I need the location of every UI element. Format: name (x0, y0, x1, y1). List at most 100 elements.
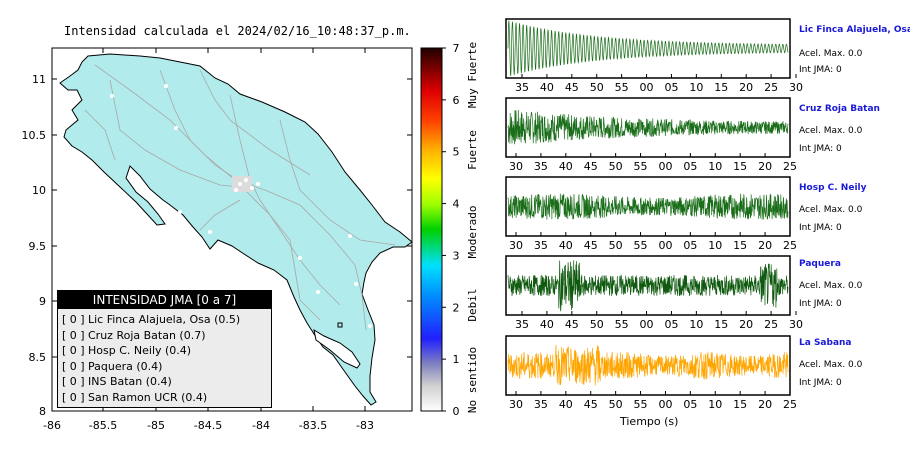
station-jma-3: Int JMA: 0 (799, 223, 842, 233)
colorbar-category-label: Fuerte (466, 130, 479, 170)
waveform-panel[interactable]: 35 40 45 50 55 00 05 10 15 20 25 30 (505, 18, 803, 94)
time-tick-label: 55 (634, 160, 648, 173)
time-tick-label: 50 (609, 398, 623, 411)
station-name-1: Lic Finca Alajuela, Osa (799, 25, 910, 35)
lon-tick-label: -84.5 (194, 419, 222, 432)
station-name-3: Hosp C. Neily (799, 183, 867, 193)
time-tick-label: 00 (658, 160, 672, 173)
time-tick-label: 45 (584, 398, 598, 411)
colorbar-ticks: 7 6 5 4 3 2 1 0 (442, 42, 460, 418)
time-tick-label: 45 (584, 160, 598, 173)
colorbar-tick-label: 2 (453, 301, 460, 314)
station-name-2: Cruz Roja Batan (799, 104, 880, 114)
time-tick-label: 55 (634, 398, 648, 411)
time-tick-label: 25 (783, 160, 797, 173)
waveform-panel[interactable]: 35 40 45 50 55 00 05 10 15 20 25 30 (505, 255, 803, 331)
time-tick-label: 30 (789, 318, 803, 331)
waveform-panel[interactable]: 30 35 40 45 50 55 00 05 10 15 20 25 (505, 335, 797, 411)
waveform-panel[interactable]: 30 35 40 45 50 55 00 05 10 15 20 25 (505, 97, 797, 173)
time-tick-label: 10 (689, 81, 703, 94)
time-tick-label: 15 (733, 160, 747, 173)
lat-tick-label: 9 (39, 295, 46, 308)
colorbar-tick-label: 3 (453, 249, 460, 262)
time-tick-label: 30 (509, 160, 523, 173)
colorbar-category-label: Muy Fuerte (466, 42, 479, 108)
time-tick-label: 40 (540, 81, 554, 94)
station-jma-4: Int JMA: 0 (799, 299, 842, 309)
time-tick-label: 00 (640, 81, 654, 94)
time-tick-label: 30 (789, 81, 803, 94)
time-tick-label: 05 (664, 81, 678, 94)
lon-tick-label: -84 (252, 419, 270, 432)
time-tick-label: 10 (708, 398, 722, 411)
city-markers (110, 84, 372, 328)
time-tick-label: 00 (640, 318, 654, 331)
waveform-trace (507, 109, 789, 145)
colorbar-labels: Muy Fuerte Fuerte Moderado Debil No sentido (466, 42, 479, 413)
time-tick-label: 25 (783, 398, 797, 411)
legend-item[interactable]: [ 0 ] Hosp C. Neily (0.4) (62, 344, 192, 357)
station-jma-1: Int JMA: 0 (799, 65, 842, 75)
legend-item[interactable]: [ 0 ] Paquera (0.4) (62, 359, 163, 373)
time-tick-label: 00 (658, 239, 672, 252)
colorbar-tick-label: 6 (453, 94, 460, 107)
time-tick-label: 20 (739, 318, 753, 331)
time-tick-label: 15 (714, 81, 728, 94)
lon-tick-label: -83.5 (299, 419, 327, 432)
time-tick-label: 50 (609, 239, 623, 252)
time-tick-label: 00 (658, 398, 672, 411)
time-tick-label: 50 (609, 160, 623, 173)
time-tick-label: 40 (559, 239, 573, 252)
time-tick-label: 05 (664, 318, 678, 331)
time-tick-label: 25 (764, 81, 778, 94)
legend-title: INTENSIDAD JMA [0 a 7] (58, 291, 271, 309)
time-tick-label: 30 (509, 239, 523, 252)
time-tick-label: 10 (708, 239, 722, 252)
colorbar-category-label: Debil (466, 288, 479, 321)
time-tick-label: 25 (764, 318, 778, 331)
lon-tick-label: -85.5 (89, 419, 117, 432)
waveform-trace (507, 193, 789, 220)
time-tick-label: 45 (565, 81, 579, 94)
lat-tick-label: 11 (32, 73, 46, 86)
colorbar-tick-label: 0 (453, 405, 460, 418)
time-tick-label: 55 (615, 318, 629, 331)
time-tick-label: 20 (758, 239, 772, 252)
time-tick-label: 10 (708, 160, 722, 173)
lon-tick-label: -85 (147, 419, 165, 432)
time-tick-label: 05 (683, 239, 697, 252)
colorbar-gradient (420, 47, 443, 412)
lat-tick-label: 9.5 (29, 240, 47, 253)
legend-item[interactable]: [ 0 ] Cruz Roja Batan (0.7) (62, 328, 206, 342)
legend-item[interactable]: [ 0 ] INS Batan (0.4) (62, 375, 172, 388)
costa-rica-landmass (59, 53, 413, 406)
time-tick-label: 20 (758, 160, 772, 173)
time-tick-label: 35 (515, 318, 529, 331)
station-accel-1: Acel. Max. 0.0 (799, 49, 863, 59)
waveform-trace (507, 20, 789, 77)
time-tick-label: 35 (534, 398, 548, 411)
station-accel-2: Acel. Max. 0.0 (799, 126, 863, 136)
time-tick-label: 05 (683, 160, 697, 173)
intensity-legend: INTENSIDAD JMA [0 a 7] [ 0 ] Lic Finca Al… (57, 290, 272, 408)
station-accel-5: Acel. Max. 0.0 (799, 360, 863, 370)
road-network (84, 64, 396, 331)
time-tick-label: 25 (783, 239, 797, 252)
time-tick-label: 40 (559, 398, 573, 411)
time-tick-label: 55 (615, 81, 629, 94)
legend-list: [ 0 ] Lic Finca Alajuela, Osa (0.5) [ 0 ]… (58, 309, 271, 405)
waveform-trace (507, 260, 789, 312)
station-jma-5: Int JMA: 0 (799, 378, 842, 388)
time-tick-label: 20 (739, 81, 753, 94)
lat-tick-label: 10.5 (22, 129, 47, 142)
legend-item[interactable]: [ 0 ] San Ramon UCR (0.4) (62, 390, 208, 404)
colorbar-category-label: No sentido (466, 347, 479, 413)
colorbar-tick-label: 7 (453, 42, 460, 55)
time-tick-label: 35 (515, 81, 529, 94)
legend-item[interactable]: [ 0 ] Lic Finca Alajuela, Osa (0.5) (62, 313, 241, 326)
time-tick-label: 40 (559, 160, 573, 173)
waveform-panel[interactable]: 30 35 40 45 50 55 00 05 10 15 20 25 (505, 176, 797, 252)
time-tick-label: 40 (540, 318, 554, 331)
